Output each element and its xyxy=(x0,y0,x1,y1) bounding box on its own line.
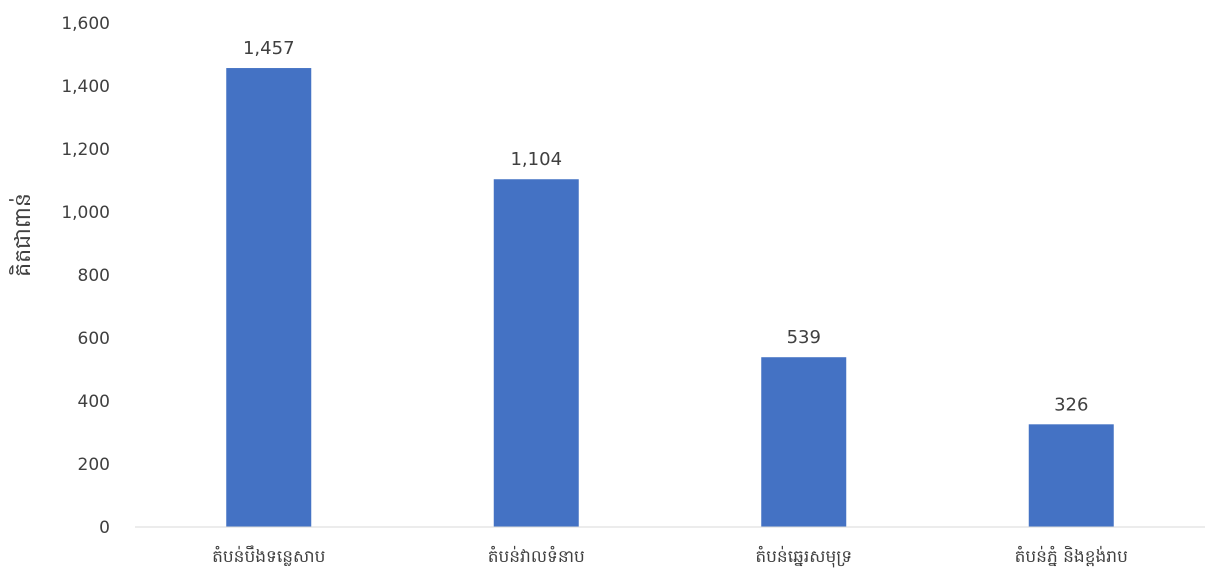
category-labels: តំបន់បឹងទន្លេសាប តំបន់វាលទំនាប តំបន់ឆ្នេរស… xyxy=(212,545,1128,568)
y-axis-ticks: 0 200 400 600 800 1,000 1,200 1,400 1,600 xyxy=(61,14,110,538)
y-tick-label: 1,000 xyxy=(61,203,110,223)
y-tick-label: 200 xyxy=(78,455,110,475)
category-label: តំបន់ភ្នំ និងខ្ពង់រាប xyxy=(1015,545,1128,567)
bar xyxy=(1028,424,1114,527)
bar xyxy=(493,179,579,528)
data-label: 1,104 xyxy=(510,149,562,170)
y-tick-label: 800 xyxy=(78,266,110,286)
y-axis-title-group: គិតជាពាន់ xyxy=(9,193,36,277)
data-label: 1,457 xyxy=(243,38,295,59)
category-label: តំបន់វាលទំនាប xyxy=(488,545,585,567)
category-label: តំបន់បឹងទន្លេសាប xyxy=(212,545,325,567)
y-tick-label: 600 xyxy=(78,329,110,349)
y-tick-label: 400 xyxy=(78,392,110,412)
data-labels: 1,457 1,104 539 326 xyxy=(243,38,1088,415)
y-tick-label: 1,600 xyxy=(61,14,110,34)
bar xyxy=(226,68,312,528)
data-label: 326 xyxy=(1054,394,1088,415)
bar xyxy=(761,357,847,527)
y-tick-label: 1,200 xyxy=(61,140,110,160)
y-tick-label: 1,400 xyxy=(61,77,110,97)
y-tick-label: 0 xyxy=(99,518,110,538)
y-axis-title: គិតជាពាន់ xyxy=(9,193,36,277)
bars xyxy=(226,68,1114,528)
data-label: 539 xyxy=(787,327,821,348)
category-label: តំបន់ឆ្នេរសមុទ្រ xyxy=(755,545,852,568)
